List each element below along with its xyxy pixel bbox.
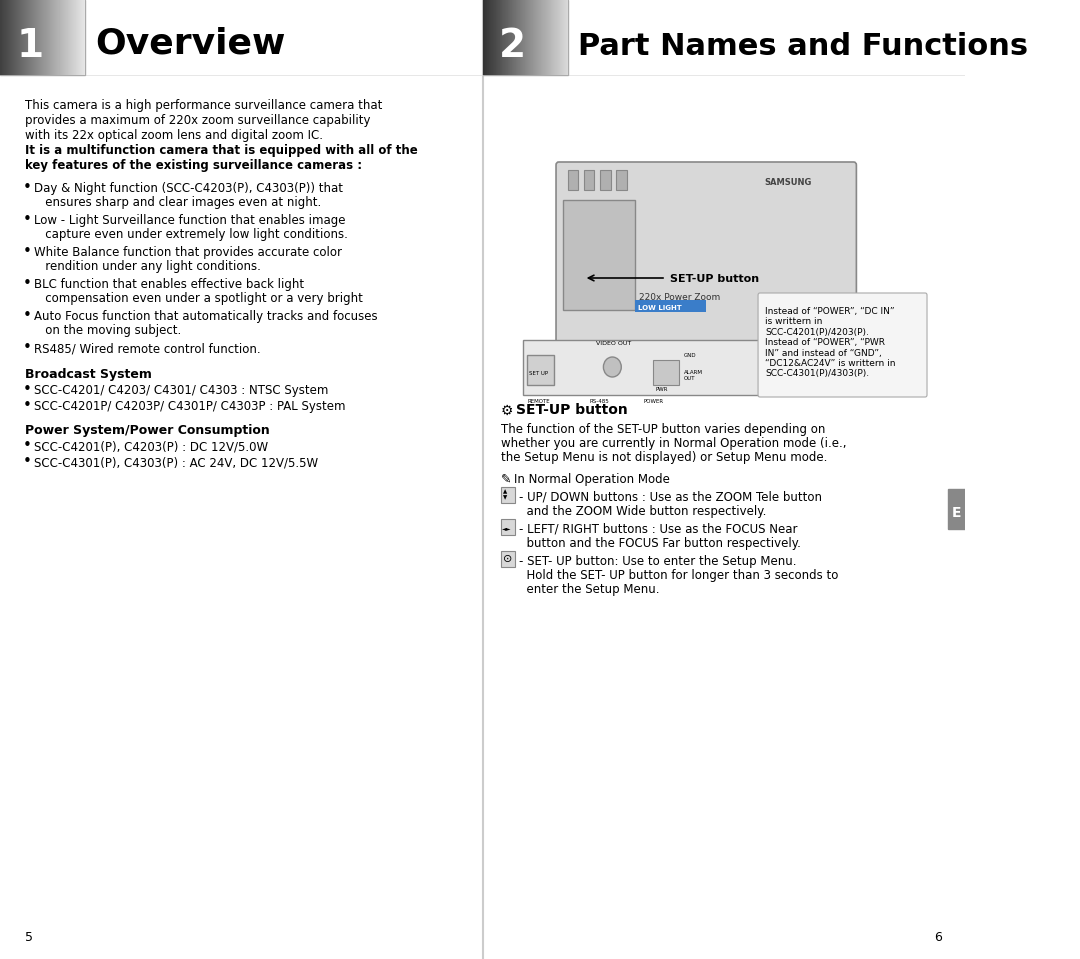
Text: Low - Light Surveillance function that enables image: Low - Light Surveillance function that e…	[33, 214, 346, 227]
Text: Power System/Power Consumption: Power System/Power Consumption	[25, 424, 270, 437]
Text: SAMSUNG: SAMSUNG	[765, 178, 812, 187]
Text: BLC function that enables effective back light: BLC function that enables effective back…	[33, 278, 305, 291]
Text: enter the Setup Menu.: enter the Setup Menu.	[519, 583, 660, 596]
Text: •: •	[24, 180, 32, 195]
Bar	[0, 0, 85, 75]
Text: SET UP: SET UP	[529, 371, 549, 376]
Text: 5: 5	[25, 931, 33, 944]
Text: Part Names and Functions: Part Names and Functions	[579, 32, 1028, 61]
Text: •: •	[24, 244, 32, 259]
Text: with its 22x optical zoom lens and digital zoom IC.: with its 22x optical zoom lens and digit…	[25, 129, 323, 142]
Bar	[523, 340, 792, 395]
Text: ✎: ✎	[501, 473, 511, 486]
Text: E: E	[953, 506, 961, 520]
Text: RS485/ Wired remote control function.: RS485/ Wired remote control function.	[33, 342, 260, 355]
Bar	[652, 360, 679, 385]
Bar	[527, 355, 554, 385]
Text: button and the FOCUS Far button respectively.: button and the FOCUS Far button respecti…	[519, 537, 801, 550]
Bar	[568, 170, 579, 190]
Text: - UP/ DOWN buttons : Use as the ZOOM Tele button: - UP/ DOWN buttons : Use as the ZOOM Tel…	[519, 491, 822, 504]
Text: White Balance function that provides accurate color: White Balance function that provides acc…	[33, 246, 342, 259]
Text: LOW LIGHT: LOW LIGHT	[638, 305, 681, 311]
Text: SCC-C4201P/ C4203P/ C4301P/ C4303P : PAL System: SCC-C4201P/ C4203P/ C4301P/ C4303P : PAL…	[33, 400, 346, 413]
Text: rendition under any light conditions.: rendition under any light conditions.	[33, 260, 261, 273]
Bar	[501, 519, 515, 535]
Text: whether you are currently in Normal Operation mode (i.e.,: whether you are currently in Normal Oper…	[501, 437, 846, 450]
Text: provides a maximum of 220x zoom surveillance capability: provides a maximum of 220x zoom surveill…	[25, 114, 370, 127]
Bar	[635, 300, 706, 312]
Text: Day & Night function (SCC-C4203(P), C4303(P)) that: Day & Night function (SCC-C4203(P), C430…	[33, 182, 343, 195]
Bar	[616, 170, 626, 190]
Text: •: •	[24, 212, 32, 227]
Text: Broadcast System: Broadcast System	[25, 368, 152, 381]
Text: ▲
▼: ▲ ▼	[503, 489, 508, 500]
Bar	[563, 200, 635, 310]
Text: The function of the SET-UP button varies depending on: The function of the SET-UP button varies…	[501, 423, 825, 436]
Text: •: •	[24, 340, 32, 355]
Text: 2: 2	[499, 27, 526, 65]
Text: key features of the existing surveillance cameras :: key features of the existing surveillanc…	[25, 159, 362, 172]
Bar	[599, 170, 610, 190]
Bar	[483, 0, 568, 75]
FancyBboxPatch shape	[758, 293, 927, 397]
Text: •: •	[24, 276, 32, 291]
Text: This camera is a high performance surveillance camera that: This camera is a high performance survei…	[25, 99, 382, 112]
Text: on the moving subject.: on the moving subject.	[33, 324, 181, 337]
Text: Overview: Overview	[96, 26, 286, 60]
Text: GND: GND	[684, 353, 697, 358]
Text: ALARM
OUT: ALARM OUT	[684, 370, 703, 381]
Text: •: •	[24, 398, 32, 413]
Text: ◄►: ◄►	[502, 526, 512, 531]
Text: - SET- UP button: Use to enter the Setup Menu.: - SET- UP button: Use to enter the Setup…	[519, 555, 797, 568]
Text: SCC-C4201(P), C4203(P) : DC 12V/5.0W: SCC-C4201(P), C4203(P) : DC 12V/5.0W	[33, 440, 268, 453]
Text: the Setup Menu is not displayed) or Setup Menu mode.: the Setup Menu is not displayed) or Setu…	[501, 451, 827, 464]
Text: Hold the SET- UP button for longer than 3 seconds to: Hold the SET- UP button for longer than …	[519, 569, 839, 582]
Text: Instead of “POWER”, “DC IN”
is writtern in
SCC-C4201(P)/4203(P).
Instead of “POW: Instead of “POWER”, “DC IN” is writtern …	[766, 307, 895, 379]
Text: SCC-C4301(P), C4303(P) : AC 24V, DC 12V/5.5W: SCC-C4301(P), C4303(P) : AC 24V, DC 12V/…	[33, 456, 319, 469]
Text: VIDEO OUT: VIDEO OUT	[596, 341, 632, 346]
Text: RS-485: RS-485	[590, 399, 610, 404]
Bar	[583, 170, 594, 190]
Bar	[947, 489, 966, 529]
Text: •: •	[24, 454, 32, 469]
Text: and the ZOOM Wide button respectively.: and the ZOOM Wide button respectively.	[519, 505, 767, 518]
Text: In Normal Operation Mode: In Normal Operation Mode	[514, 473, 670, 486]
Text: 6: 6	[934, 931, 942, 944]
Text: It is a multifunction camera that is equipped with all of the: It is a multifunction camera that is equ…	[25, 144, 418, 157]
Text: POWER: POWER	[644, 399, 664, 404]
Text: SCC-C4201/ C4203/ C4301/ C4303 : NTSC System: SCC-C4201/ C4203/ C4301/ C4303 : NTSC Sy…	[33, 384, 328, 397]
Text: •: •	[24, 438, 32, 453]
Text: 220x Power Zoom: 220x Power Zoom	[639, 293, 720, 302]
Text: capture even under extremely low light conditions.: capture even under extremely low light c…	[33, 228, 348, 241]
Text: 1: 1	[16, 27, 43, 65]
Circle shape	[604, 357, 621, 377]
Text: •: •	[24, 308, 32, 323]
Text: Auto Focus function that automatically tracks and focuses: Auto Focus function that automatically t…	[33, 310, 378, 323]
Text: SET-UP button: SET-UP button	[671, 274, 759, 284]
Text: •: •	[24, 382, 32, 397]
Bar	[501, 551, 515, 567]
FancyBboxPatch shape	[556, 162, 856, 343]
Text: compensation even under a spotlight or a very bright: compensation even under a spotlight or a…	[33, 292, 363, 305]
Text: ⊙: ⊙	[503, 554, 513, 564]
Text: - LEFT/ RIGHT buttons : Use as the FOCUS Near: - LEFT/ RIGHT buttons : Use as the FOCUS…	[519, 523, 798, 536]
Text: REMOTE: REMOTE	[527, 399, 550, 404]
Text: SET-UP button: SET-UP button	[516, 403, 627, 417]
Bar	[501, 487, 515, 503]
Text: PWR: PWR	[656, 387, 667, 392]
Text: ensures sharp and clear images even at night.: ensures sharp and clear images even at n…	[33, 196, 321, 209]
Text: ⚙: ⚙	[501, 404, 513, 418]
